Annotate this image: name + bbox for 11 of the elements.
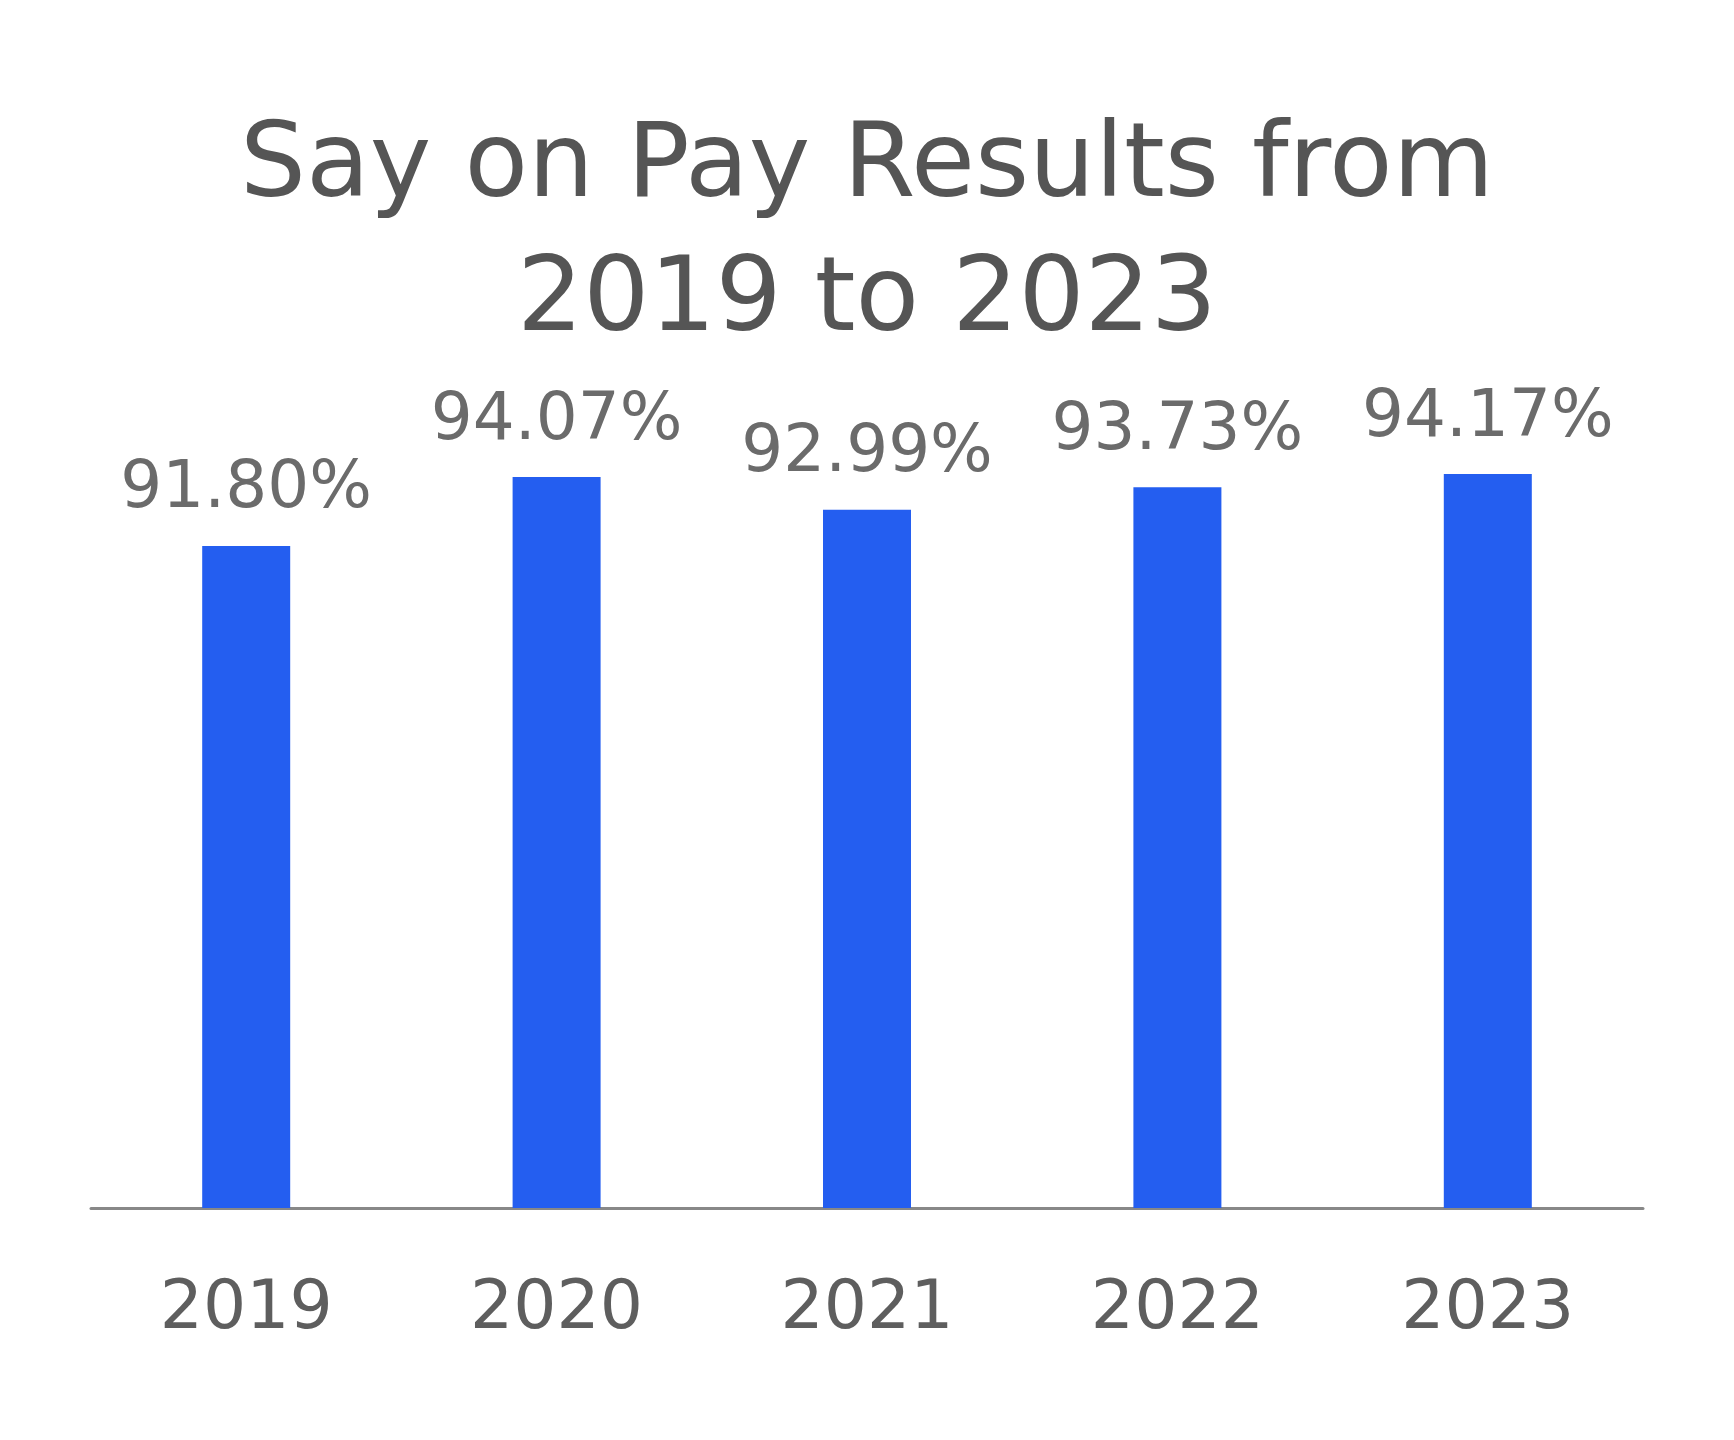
data-label: 94.17% [1361, 374, 1614, 452]
x-tick-label: 2019 [159, 1264, 333, 1344]
x-tick-label: 2020 [470, 1264, 644, 1344]
chart-title: Say on Pay Results from 2019 to 2023 [240, 99, 1494, 355]
x-tick-label: 2021 [780, 1264, 954, 1344]
data-label: 94.07% [430, 377, 683, 455]
x-tick-label: 2022 [1090, 1264, 1264, 1344]
x-tick-label: 2023 [1401, 1264, 1575, 1344]
data-label: 92.99% [741, 410, 993, 488]
data-label: 93.73% [1051, 387, 1304, 465]
data-label: 91.80% [120, 446, 373, 524]
